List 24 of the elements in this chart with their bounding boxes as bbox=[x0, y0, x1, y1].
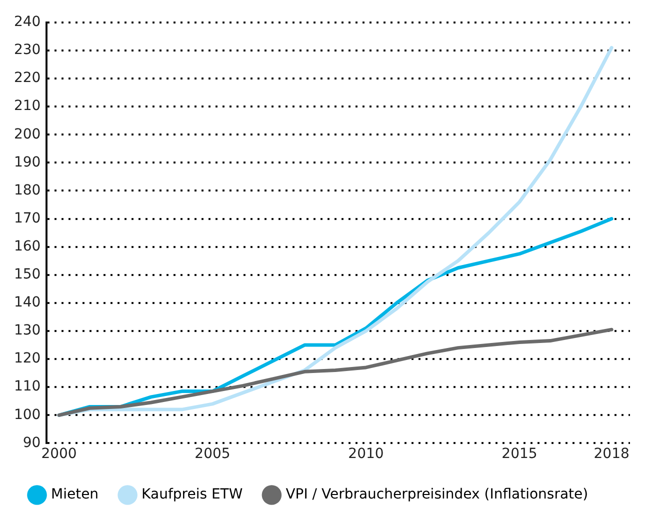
y-tick-label: 230 bbox=[14, 42, 41, 58]
x-tick-label: 2000 bbox=[41, 446, 77, 462]
y-tick-label: 110 bbox=[14, 378, 41, 395]
legend-label: Mieten bbox=[51, 486, 99, 503]
y-tick-label: 220 bbox=[14, 70, 41, 86]
y-tick-label: 150 bbox=[14, 266, 41, 283]
legend-label: VPI / Verbraucherpreisindex (Inflationsrate) bbox=[286, 486, 588, 503]
y-tick-label: 180 bbox=[14, 182, 41, 198]
legend-label: Kaufpreis ETW bbox=[142, 486, 243, 503]
x-tick-label: 2005 bbox=[194, 446, 230, 462]
y-tick-label: 190 bbox=[14, 154, 41, 170]
y-tick-label: 200 bbox=[14, 126, 41, 142]
y-tick-label: 160 bbox=[14, 238, 41, 254]
y-tick-label: 120 bbox=[14, 350, 41, 367]
y-tick-label: 240 bbox=[14, 14, 41, 30]
y-tick-label: 210 bbox=[14, 98, 41, 114]
x-tick-label: 2018 bbox=[594, 446, 630, 462]
x-tick-label: 2015 bbox=[502, 446, 538, 462]
y-tick-label: 90 bbox=[22, 434, 41, 451]
y-tick-label: 130 bbox=[14, 322, 41, 339]
y-tick-label: 140 bbox=[14, 294, 41, 311]
y-tick-label: 170 bbox=[14, 210, 41, 226]
x-tick-label: 2010 bbox=[348, 446, 384, 462]
y-tick-label: 100 bbox=[14, 406, 41, 423]
